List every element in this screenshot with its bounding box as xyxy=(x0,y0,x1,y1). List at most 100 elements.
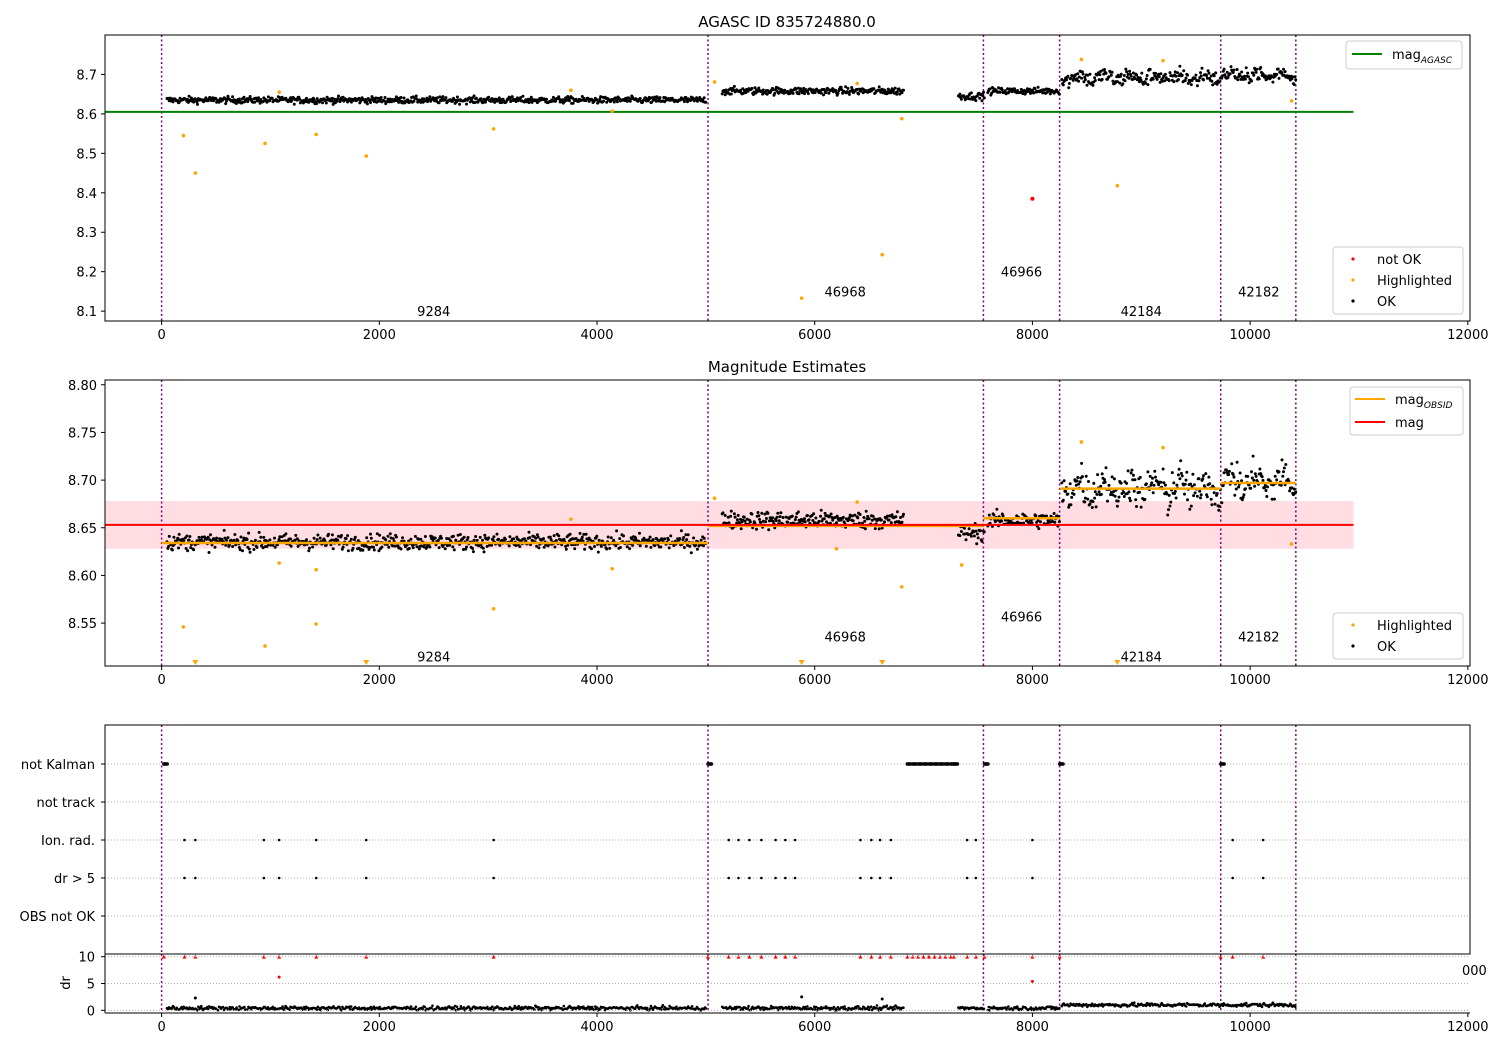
panel1-ok-point xyxy=(1021,92,1025,96)
panel2-highlighted-point xyxy=(1079,440,1084,444)
panel2-highlighted-point xyxy=(1289,542,1294,546)
panel2-xtick-label: 0 xyxy=(157,673,165,688)
dr-point xyxy=(561,1008,565,1012)
panel2-ok-point xyxy=(522,537,526,541)
dr-point xyxy=(857,1005,860,1008)
panel1-ok-point xyxy=(295,98,299,102)
dr-point xyxy=(340,1008,343,1012)
panel1-ok-point xyxy=(822,93,825,97)
panel2-ok-point xyxy=(1122,490,1125,494)
dr-point xyxy=(421,1007,425,1011)
panel2-highlighted-point xyxy=(314,622,318,626)
ion-rad-point xyxy=(364,838,368,842)
panel2-ok-point xyxy=(806,514,809,517)
panel2-ok-point xyxy=(1146,470,1150,474)
panel1-ok-point xyxy=(663,96,667,100)
panel1-obsid-label: 9284 xyxy=(417,305,450,320)
panel2-ok-point xyxy=(487,536,491,540)
panel2-ok-point xyxy=(413,534,417,538)
panel1-ok-point xyxy=(1119,72,1123,76)
panel1-ok-point xyxy=(602,99,606,103)
panel1-ok-point xyxy=(1182,69,1186,73)
panel1-ok-point xyxy=(341,95,345,99)
panel1-ok-point xyxy=(1069,76,1073,80)
panel2-ok-point xyxy=(245,538,249,541)
panel1-ok-point xyxy=(1140,71,1144,75)
panel2-ok-point xyxy=(498,543,502,547)
panel1-ok-point xyxy=(314,102,318,106)
panel1-ok-point xyxy=(254,96,258,100)
panel1-ok-point xyxy=(567,99,571,103)
panel2-ok-point xyxy=(853,513,857,517)
panel2-ok-point xyxy=(346,534,350,538)
dr-gt-5-point xyxy=(364,876,368,880)
panel1-ok-point xyxy=(819,91,823,95)
dr-clipped-marker xyxy=(858,954,863,959)
panel2-ok-point xyxy=(1176,473,1180,477)
panel2-ok-point xyxy=(814,516,818,520)
dr-point xyxy=(988,1009,991,1012)
panel2-ok-point xyxy=(277,537,281,541)
panel1-highlighted-point xyxy=(181,133,186,138)
panel2-ok-point xyxy=(672,544,676,548)
dr-gt-5-point xyxy=(492,876,495,880)
panel2-ok-point xyxy=(167,534,171,538)
panel1-ok-point xyxy=(1221,74,1225,78)
dr-point xyxy=(414,1005,418,1009)
panel2-ok-point xyxy=(1067,505,1071,509)
legend-mag-obsid-label: magOBSID xyxy=(1395,393,1453,411)
panel1-highlighted-point xyxy=(1115,183,1120,188)
panel1-ok-point xyxy=(771,88,775,92)
panel2-ok-point xyxy=(225,538,228,542)
dr-point xyxy=(661,1004,665,1007)
panel1-ok-point xyxy=(529,95,533,99)
panel2-ok-point xyxy=(1292,487,1296,491)
panel2-ok-point xyxy=(465,545,468,549)
dr-point xyxy=(768,1007,772,1010)
panel2-ok-point xyxy=(448,543,452,547)
panel2-ok-point xyxy=(625,545,629,549)
panel2-ok-point xyxy=(963,526,966,530)
panel1-ok-point xyxy=(1193,76,1197,80)
panel2-ok-point xyxy=(651,538,655,542)
dr-point xyxy=(459,1005,463,1008)
panel2-ok-point xyxy=(1184,478,1188,482)
panel2-ok-point xyxy=(1112,477,1116,481)
panel1-ok-point xyxy=(648,97,652,100)
panel2-xtick-label: 2000 xyxy=(363,673,396,688)
panel2-ok-point xyxy=(1066,492,1070,496)
panel2-ok-point xyxy=(1253,472,1257,476)
panel1-xtick-label: 2000 xyxy=(363,328,396,343)
panel2-ok-point xyxy=(1036,519,1040,523)
panel1-ok-point xyxy=(564,96,568,100)
panel2-ok-point xyxy=(756,511,760,514)
panel2-ok-point xyxy=(293,538,297,542)
dr-clipped-marker xyxy=(314,954,319,959)
dr-gt-5-point xyxy=(878,876,882,880)
panel1-ok-point xyxy=(1032,91,1035,95)
panel2-ok-point xyxy=(873,527,877,531)
panel2-ok-point xyxy=(572,537,576,541)
panel2-ok-point xyxy=(841,515,845,519)
dr-point xyxy=(898,1006,901,1009)
panel2-ok-point xyxy=(1170,471,1174,475)
dr-point xyxy=(491,1005,494,1008)
panel1-ok-point xyxy=(1239,77,1243,81)
panel1-ok-point xyxy=(1075,77,1079,81)
dr-clipped-marker xyxy=(491,954,496,959)
panel2-ok-point xyxy=(536,535,540,539)
panel2-ok-point xyxy=(1103,480,1107,484)
dr-point xyxy=(338,1005,341,1009)
panel2-ok-point xyxy=(1178,477,1182,481)
panel1-ok-point xyxy=(898,92,902,96)
panel2-ok-point xyxy=(474,535,478,538)
dr-point xyxy=(577,1005,580,1008)
panel1-highlighted-point xyxy=(1161,58,1165,63)
panel2-ok-point xyxy=(581,539,585,543)
panel1-ok-point xyxy=(595,98,599,102)
panel2-ok-point xyxy=(220,537,224,541)
panel2-ok-point xyxy=(1205,495,1209,499)
panel1-ok-point xyxy=(510,95,514,99)
panel2-obsid-label: 9284 xyxy=(417,650,450,665)
panel1-ok-point xyxy=(1206,69,1210,73)
